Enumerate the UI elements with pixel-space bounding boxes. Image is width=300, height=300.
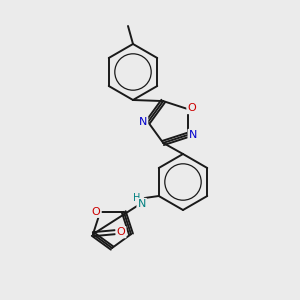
Text: N: N bbox=[189, 130, 197, 140]
Text: H: H bbox=[133, 193, 140, 203]
Text: N: N bbox=[139, 117, 147, 127]
Text: O: O bbox=[188, 103, 196, 113]
Text: O: O bbox=[117, 227, 125, 237]
Text: O: O bbox=[92, 207, 100, 217]
Text: N: N bbox=[138, 199, 146, 209]
